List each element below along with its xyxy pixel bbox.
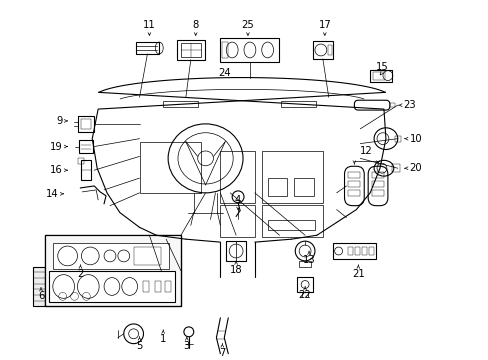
Bar bbox=[226, 241, 245, 261]
Text: 5: 5 bbox=[136, 341, 142, 351]
Bar bbox=[163, 101, 197, 107]
Bar bbox=[355, 247, 360, 255]
Bar bbox=[369, 70, 391, 81]
Bar bbox=[222, 42, 228, 58]
Bar bbox=[33, 267, 45, 306]
Bar bbox=[297, 276, 312, 292]
Text: 1: 1 bbox=[160, 334, 166, 344]
Bar bbox=[394, 136, 400, 141]
Text: 25: 25 bbox=[241, 20, 254, 30]
Bar bbox=[391, 164, 399, 172]
Bar bbox=[139, 141, 200, 193]
Bar bbox=[371, 190, 383, 196]
Bar bbox=[261, 152, 322, 203]
Bar bbox=[267, 178, 287, 196]
Text: 7: 7 bbox=[219, 348, 225, 357]
Bar bbox=[294, 178, 313, 196]
Bar bbox=[362, 247, 366, 255]
Bar bbox=[371, 172, 383, 178]
Text: 16: 16 bbox=[50, 165, 62, 175]
Bar bbox=[45, 235, 181, 306]
Text: 15: 15 bbox=[375, 62, 387, 72]
Bar bbox=[177, 40, 204, 60]
Bar bbox=[135, 42, 159, 54]
Bar bbox=[78, 158, 84, 164]
Bar bbox=[348, 190, 360, 196]
Text: 13: 13 bbox=[302, 255, 315, 265]
Bar bbox=[371, 181, 383, 187]
Text: 8: 8 bbox=[192, 20, 199, 30]
Bar bbox=[81, 160, 91, 180]
Bar bbox=[53, 243, 169, 269]
Text: 11: 11 bbox=[142, 20, 156, 30]
Text: 12: 12 bbox=[359, 147, 372, 156]
Text: 23: 23 bbox=[403, 100, 415, 110]
Bar bbox=[46, 236, 180, 305]
Bar bbox=[348, 181, 360, 187]
Bar bbox=[220, 38, 279, 62]
Bar bbox=[143, 280, 149, 292]
Bar bbox=[332, 243, 375, 259]
Bar bbox=[281, 101, 315, 107]
Text: 20: 20 bbox=[409, 163, 421, 173]
Bar bbox=[220, 205, 254, 237]
Bar bbox=[181, 43, 200, 57]
Bar bbox=[133, 247, 161, 265]
Text: 17: 17 bbox=[318, 20, 330, 30]
Bar bbox=[79, 140, 93, 153]
Bar bbox=[220, 152, 254, 203]
Text: 4: 4 bbox=[235, 195, 241, 205]
Text: 21: 21 bbox=[351, 269, 364, 279]
Bar bbox=[165, 280, 171, 292]
Bar bbox=[348, 172, 360, 178]
Text: 18: 18 bbox=[229, 265, 242, 275]
Bar bbox=[368, 247, 373, 255]
Text: 3: 3 bbox=[183, 341, 189, 351]
Text: 22: 22 bbox=[298, 291, 311, 301]
Bar bbox=[348, 247, 353, 255]
Bar bbox=[81, 119, 91, 129]
Bar bbox=[389, 103, 394, 107]
Bar bbox=[299, 261, 310, 267]
Text: 6: 6 bbox=[38, 291, 44, 301]
Text: 2: 2 bbox=[77, 269, 83, 279]
Text: 10: 10 bbox=[409, 134, 421, 144]
Bar bbox=[49, 271, 175, 302]
Text: 19: 19 bbox=[50, 141, 62, 152]
Text: 24: 24 bbox=[218, 68, 230, 77]
Bar bbox=[372, 72, 384, 80]
Bar bbox=[78, 116, 94, 132]
Bar bbox=[155, 280, 161, 292]
Text: 14: 14 bbox=[46, 189, 59, 199]
Bar bbox=[261, 205, 322, 237]
Bar bbox=[267, 220, 314, 230]
Bar bbox=[312, 41, 332, 59]
Bar bbox=[327, 45, 331, 55]
Text: 9: 9 bbox=[56, 116, 62, 126]
